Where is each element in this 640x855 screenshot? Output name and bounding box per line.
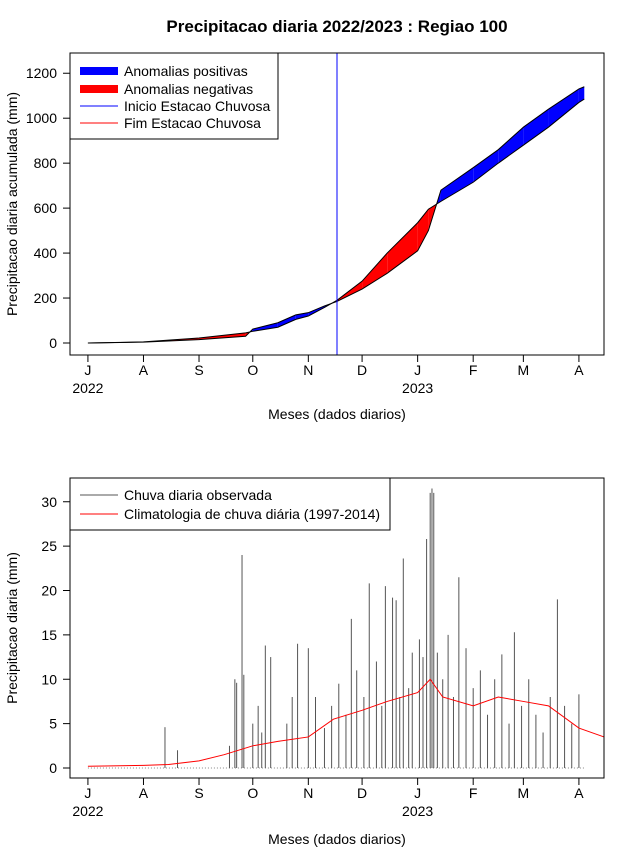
bottom-x-tick-label: D xyxy=(357,785,367,801)
positive-anomaly-area xyxy=(523,109,549,146)
bottom-x-tick-label: A xyxy=(574,785,584,801)
top-y-axis-label: Precipitacao diaria acumulada (mm) xyxy=(4,92,20,316)
top-x-tick-label: A xyxy=(139,362,149,378)
bottom-x-tick-label: S xyxy=(194,785,203,801)
legend-label-start: Inicio Estacao Chuvosa xyxy=(124,98,271,114)
bottom-y-tick-label: 10 xyxy=(41,671,57,687)
bottom-legend-box xyxy=(69,477,391,531)
bottom-y-tick-label: 15 xyxy=(41,627,57,643)
top-x-tick-label: J xyxy=(84,362,91,378)
top-legend: Anomalias positivas Anomalias negativas … xyxy=(69,52,279,140)
legend-label-observed: Chuva diaria observada xyxy=(124,487,272,503)
top-x-tick-label: O xyxy=(247,362,258,378)
top-y-tick-label: 1000 xyxy=(26,110,57,126)
climatology-cumulative-line xyxy=(87,98,585,344)
positive-anomaly-area xyxy=(548,88,579,128)
bottom-x-axis-label: Meses (dados diarios) xyxy=(268,831,406,847)
top-y-tick-label: 1200 xyxy=(26,65,57,81)
bottom-panel: Meses (dados diarios) Precipitacao diari… xyxy=(4,477,605,847)
top-y-tick-label: 400 xyxy=(34,245,58,261)
bottom-y-tick-label: 20 xyxy=(41,583,57,599)
positive-anomaly-area xyxy=(498,127,524,164)
bottom-y-tick-label: 30 xyxy=(41,494,57,510)
bottom-year-label: 2022 xyxy=(72,803,103,819)
bottom-y-tick-label: 5 xyxy=(49,716,57,732)
observed-cumulative-line xyxy=(87,86,585,344)
bottom-x-tick-label: M xyxy=(518,785,530,801)
top-x-tick-label: A xyxy=(574,362,584,378)
top-x-tick-label: J xyxy=(414,362,421,378)
chart-title: Precipitacao diaria 2022/2023 : Regiao 1… xyxy=(166,17,507,36)
positive-anomaly-area xyxy=(578,86,585,103)
bottom-x-tick-label: A xyxy=(139,785,149,801)
positive-anomaly-area xyxy=(277,314,296,328)
top-plot-area xyxy=(87,53,585,355)
top-y-tick-label: 200 xyxy=(34,290,58,306)
positive-anomaly-area xyxy=(440,167,474,202)
top-x-tick-label: F xyxy=(469,362,478,378)
bottom-y-tick-label: 0 xyxy=(49,760,57,776)
bottom-x-tick-label: N xyxy=(303,785,313,801)
top-y-tick-label: 600 xyxy=(34,200,58,216)
positive-anomaly-area xyxy=(473,149,499,183)
legend-label-end: Fim Estacao Chuvosa xyxy=(124,115,261,131)
top-panel: Precipitacao diaria 2022/2023 : Regiao 1… xyxy=(4,17,605,422)
legend-label-positive: Anomalias positivas xyxy=(124,63,248,79)
bottom-year-label: 2023 xyxy=(402,803,433,819)
positive-anomaly-area xyxy=(252,322,278,332)
bottom-axes: J A S O N D J F M A 2022 2023 0 5 10 15 20 25 30 xyxy=(41,494,584,819)
bottom-x-tick-label: F xyxy=(469,785,478,801)
top-x-tick-label: S xyxy=(194,362,203,378)
climatology-daily-line xyxy=(87,678,605,767)
bottom-x-tick-label: J xyxy=(414,785,421,801)
bottom-x-tick-label: J xyxy=(84,785,91,801)
bottom-plot-area xyxy=(87,488,605,769)
bottom-y-axis-label: Precipitacao diaria (mm) xyxy=(4,552,20,704)
negative-anomaly-area xyxy=(362,253,388,290)
top-y-tick-label: 0 xyxy=(49,335,57,351)
bottom-legend: Chuva diaria observada Climatologia de c… xyxy=(69,477,391,531)
top-y-tick-label: 800 xyxy=(34,155,58,171)
legend-label-climatology: Climatologia de chuva diária (1997-2014) xyxy=(124,506,380,522)
bottom-x-tick-label: O xyxy=(247,785,258,801)
top-year-label: 2022 xyxy=(72,380,103,396)
top-axes: J A S O N D J F M A 2022 2023 0 200 400 600 800 1000 1200 xyxy=(26,65,584,396)
negative-anomaly-area xyxy=(387,222,418,274)
top-year-label: 2023 xyxy=(402,380,433,396)
top-x-tick-label: M xyxy=(518,362,530,378)
bottom-y-tick-label: 25 xyxy=(41,538,57,554)
top-x-axis-label: Meses (dados diarios) xyxy=(268,406,406,422)
legend-label-negative: Anomalias negativas xyxy=(124,81,253,97)
top-x-tick-label: D xyxy=(357,362,367,378)
top-x-tick-label: N xyxy=(303,362,313,378)
